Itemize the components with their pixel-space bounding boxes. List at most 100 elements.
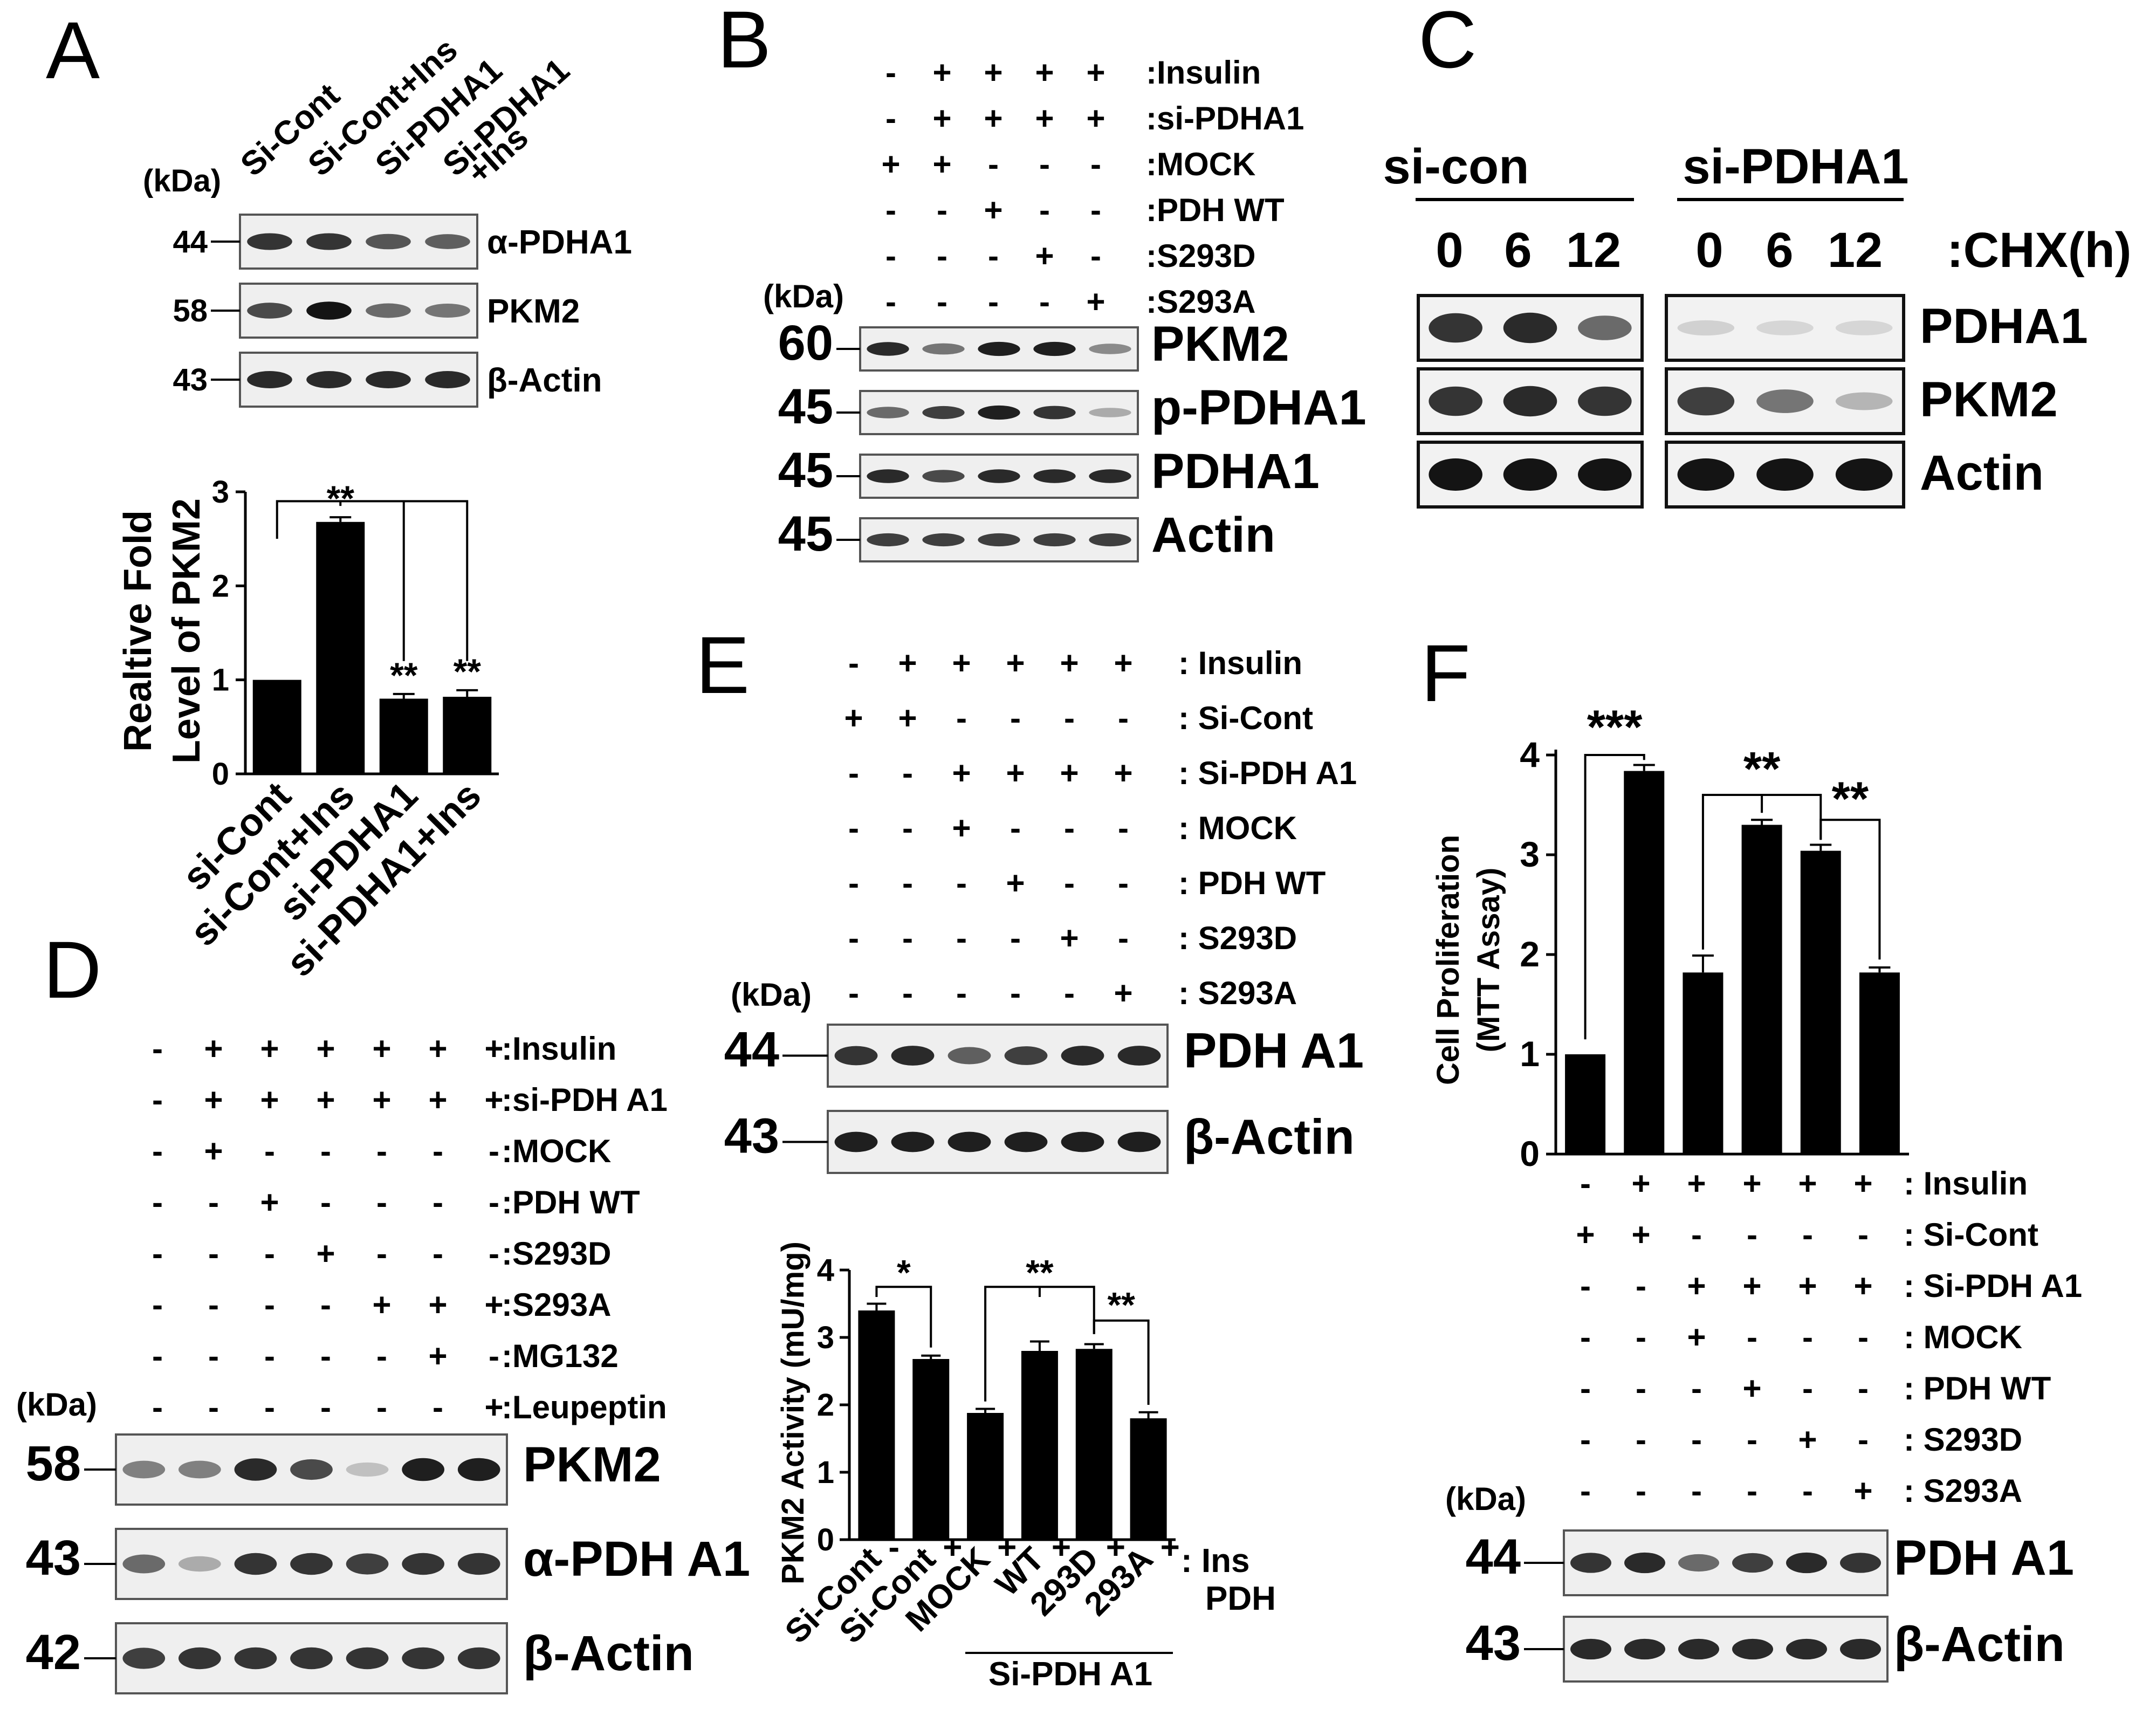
significance-mark: ** <box>1743 742 1781 795</box>
condition-sign: - <box>1691 1422 1702 1458</box>
band-p-pdha1-3 <box>978 405 1020 420</box>
condition-sign: - <box>1580 1422 1591 1458</box>
band-pkm2-4 <box>425 303 470 318</box>
condition-sign: - <box>1010 975 1021 1011</box>
panel-b: - + + + +:Insulin- + + + +:si-PDHA1+ + - - -:MOCK- - +… <box>763 54 1367 562</box>
kda-marker-44: 44 <box>173 224 208 259</box>
condition-sign: + <box>260 1082 279 1118</box>
condition-sign: - <box>885 284 896 320</box>
bar-si-cont <box>912 1359 950 1540</box>
ytick-label: 4 <box>817 1253 834 1288</box>
condition-sign: - <box>1090 146 1101 182</box>
condition-sign: - <box>1858 1319 1869 1355</box>
band-actin-5 <box>346 1647 389 1670</box>
condition-label-si-pdh-a1: : Si-PDH A1 <box>1178 755 1357 791</box>
condition-sign: + <box>1035 54 1054 91</box>
band-pdha1 <box>1835 320 1893 335</box>
condition-sign: - <box>152 1287 163 1323</box>
condition-sign: + <box>1006 645 1025 681</box>
condition-sign: + <box>881 146 900 182</box>
condition-sign: - <box>1090 238 1101 274</box>
condition-sign: - <box>432 1389 443 1425</box>
band-actin <box>1578 458 1632 491</box>
condition-sign: - <box>1580 1473 1591 1509</box>
bar-wt <box>1021 1351 1058 1540</box>
condition-sign: + <box>1687 1319 1706 1355</box>
bar-si-pdha1-ins <box>443 697 492 774</box>
condition-sign: + <box>952 810 971 846</box>
condition-sign: - <box>1858 1422 1869 1458</box>
condition-sign: + <box>1035 238 1054 274</box>
condition-sign: - <box>489 1338 499 1374</box>
condition-sign: - <box>902 865 913 901</box>
significance-bracket <box>276 500 469 661</box>
band-pkm2-3 <box>366 303 411 318</box>
band-actin-1 <box>867 533 909 547</box>
timepoint-6h: 6 <box>1766 223 1793 278</box>
condition-sign: + <box>952 755 971 791</box>
band-actin-2 <box>306 371 352 388</box>
band-pdh-a1-2 <box>891 1046 935 1066</box>
band-pdh-a1-3 <box>234 1553 277 1575</box>
condition-sign: - <box>848 810 859 846</box>
condition-sign: - <box>1039 146 1050 182</box>
condition-sign: + <box>316 1082 335 1118</box>
panel-b-condition-grid: - + + + +:Insulin- + + + +:si-PDHA1+ + - - -:MOCK- - +… <box>763 54 1304 320</box>
bar-lane-4 <box>1741 825 1782 1154</box>
band-pdh-a1-2 <box>178 1556 221 1572</box>
condition-sign: - <box>956 920 967 956</box>
band-pdha1-4 <box>1033 469 1076 483</box>
condition-label-mg132: :MG132 <box>502 1338 619 1374</box>
condition-sign: - <box>152 1031 163 1067</box>
band-actin-6 <box>402 1647 445 1670</box>
condition-label-pdh-wt: : PDH WT <box>1904 1370 2051 1406</box>
panel-letter-a: A <box>46 5 100 95</box>
band-actin-5 <box>1089 533 1131 547</box>
band-actin <box>1756 458 1814 491</box>
condition-sign: - <box>1858 1370 1869 1406</box>
condition-sign: - <box>956 865 967 901</box>
band-pdha1 <box>1429 313 1482 343</box>
blot-label-pdh-a1: PDH A1 <box>1184 1024 1364 1079</box>
condition-sign: - <box>1691 1370 1702 1406</box>
band-pkm2 <box>1756 389 1814 413</box>
condition-sign: + <box>1086 284 1105 320</box>
condition-sign: - <box>1118 700 1129 736</box>
condition-label-si-cont: : Si-Cont <box>1904 1217 2038 1253</box>
condition-sign: - <box>264 1389 275 1425</box>
condition-sign: + <box>484 1287 503 1323</box>
band-actin-4 <box>1004 1131 1048 1152</box>
blot-label-actin: β-Actin <box>523 1626 694 1681</box>
significance-bracket <box>984 1286 1095 1402</box>
bar-mock <box>967 1413 1004 1540</box>
condition-sign: + <box>984 192 1003 228</box>
panel-e-blots: 44 PDH A1 43 β-Actin <box>724 1022 1364 1174</box>
condition-sign: - <box>902 755 913 791</box>
ytick-label: 1 <box>817 1455 834 1490</box>
panel-f-kda-label: (kDa) <box>1445 1481 1526 1517</box>
band-actin <box>1503 458 1557 491</box>
condition-sign: - <box>1010 810 1021 846</box>
y-axis-label-1: Cell Proliferation <box>1431 835 1466 1085</box>
condition-sign: + <box>204 1031 223 1067</box>
band-pkm2-4 <box>290 1459 333 1480</box>
condition-sign: - <box>208 1235 219 1272</box>
blot-box-pdh-a1 <box>827 1024 1169 1088</box>
blot-label-actin: β-Actin <box>1184 1110 1355 1165</box>
band-actin-3 <box>947 1131 991 1152</box>
panel-d-blots: 58 PKM2 43 α-PDH A1 42 β-Actin <box>26 1433 750 1694</box>
condition-sign: + <box>1086 100 1105 136</box>
condition-sign: - <box>1064 810 1075 846</box>
band-actin-3 <box>234 1647 277 1670</box>
band-actin-3 <box>978 533 1020 547</box>
condition-sign: - <box>1580 1268 1591 1304</box>
condition-sign: - <box>956 975 967 1011</box>
condition-sign: + <box>1114 645 1132 681</box>
ytick-label: 4 <box>1520 735 1540 774</box>
blot-label-pdh-a1: α-PDH A1 <box>523 1532 750 1587</box>
condition-sign: - <box>1802 1319 1813 1355</box>
condition-sign: + <box>484 1031 503 1067</box>
